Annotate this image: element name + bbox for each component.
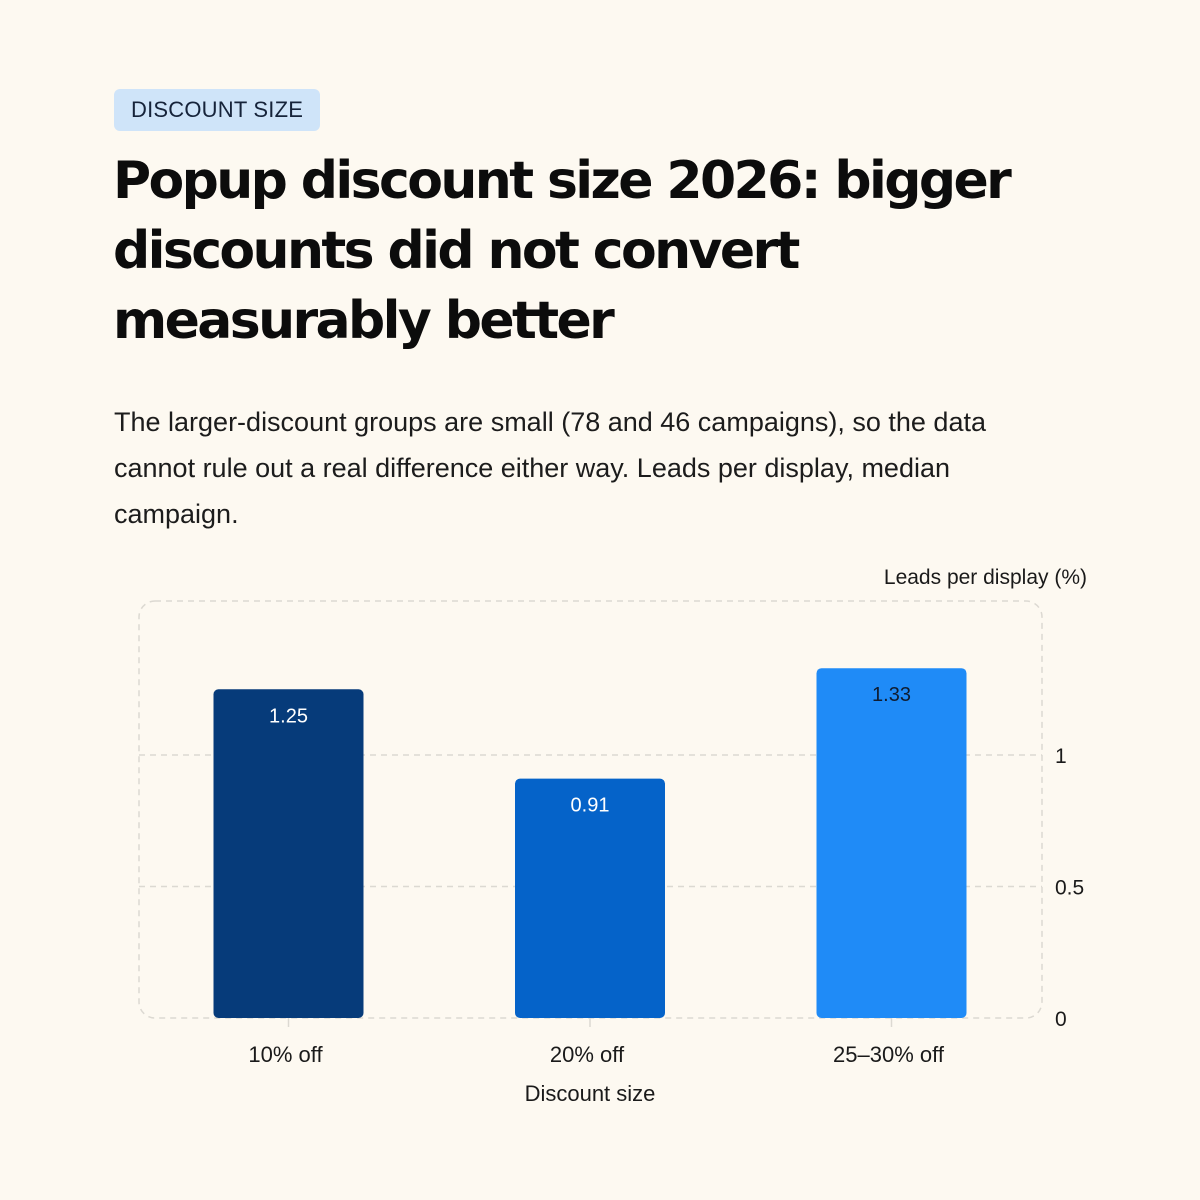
x-axis-label: Discount size [525,1081,656,1106]
bars [213,668,967,1018]
y-axis-label: Leads per display (%) [884,566,1087,589]
x-tick-label: 25–30% off [833,1042,945,1067]
chart-title: Popup discount size 2026: bigger discoun… [113,151,1012,351]
category-tag: DISCOUNT SIZE [114,89,321,131]
y-tick-labels: 00.51 [1055,745,1084,1031]
x-tick-label: 20% off [550,1042,625,1067]
x-tick-labels: 10% off 20% off 25–30% off [248,1018,945,1067]
y-tick-label: 0.5 [1055,877,1084,900]
data-labels: 1.25 0.91 1.33 [269,684,911,816]
data-label: 1.33 [872,684,911,706]
data-label: 0.91 [571,795,610,817]
bar [515,778,665,1018]
data-label: 1.25 [269,705,308,727]
y-tick-label: 1 [1055,745,1067,768]
chart-subtitle: The larger-discount groups are small (78… [114,407,986,529]
bar [816,668,967,1018]
bar [213,689,364,1018]
y-tick-label: 0 [1055,1008,1067,1031]
x-tick-label: 10% off [248,1042,323,1067]
